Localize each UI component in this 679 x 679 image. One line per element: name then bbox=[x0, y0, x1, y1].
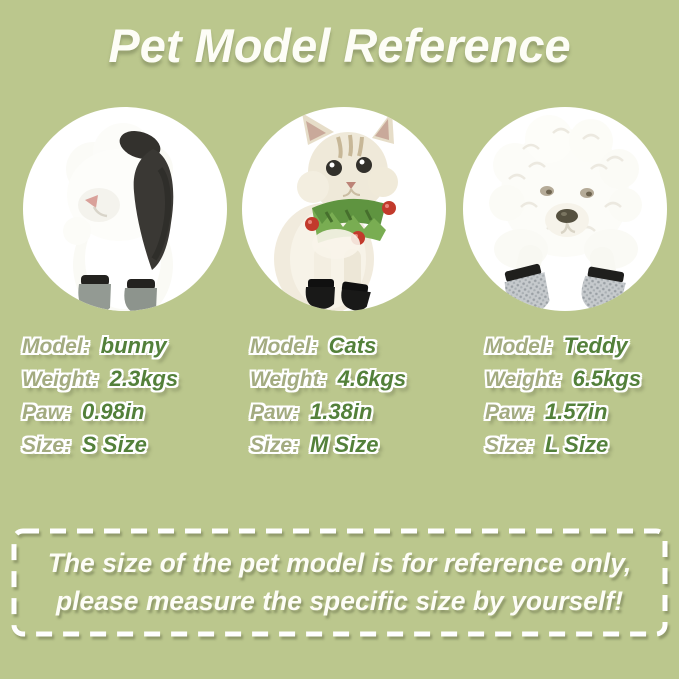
stat-label-model: Model: bbox=[485, 335, 553, 358]
model-photo-cat bbox=[242, 107, 446, 311]
note-line-2: please measure the specific size by your… bbox=[55, 585, 624, 616]
stat-value-paw: 1.57in bbox=[545, 399, 608, 424]
stat-value-size: M Size bbox=[310, 432, 379, 457]
stat-row-size: Size: L Size bbox=[485, 432, 641, 457]
cat-illustration bbox=[274, 111, 398, 311]
stat-row-paw: Paw: 1.38in bbox=[250, 399, 406, 424]
teddy-dog-illustration bbox=[489, 115, 642, 311]
stat-value-paw: 1.38in bbox=[310, 399, 373, 424]
dashed-border bbox=[11, 528, 668, 637]
cat-boots bbox=[305, 279, 371, 311]
stats-bunny: Model: bunny Weight: 2.3kgs Paw: 0.98in … bbox=[22, 333, 178, 465]
stat-row-size: Size: S Size bbox=[22, 432, 178, 457]
stat-row-paw: Paw: 1.57in bbox=[485, 399, 641, 424]
stat-row-paw: Paw: 0.98in bbox=[22, 399, 178, 424]
stat-value-model: bunny bbox=[100, 333, 167, 358]
stat-value-model: Cats bbox=[328, 333, 377, 358]
stat-value-weight: 6.5kgs bbox=[572, 366, 642, 391]
stat-value-model: Teddy bbox=[563, 333, 628, 358]
bunny-boots bbox=[78, 275, 157, 311]
stat-row-model: Model: Teddy bbox=[485, 333, 641, 358]
model-photo-teddy bbox=[463, 107, 667, 311]
stat-value-weight: 2.3kgs bbox=[109, 366, 179, 391]
model-photo-bunny bbox=[23, 107, 227, 311]
stats-cat: Model: Cats Weight: 4.6kgs Paw: 1.38in S… bbox=[250, 333, 406, 465]
stat-row-weight: Weight: 6.5kgs bbox=[485, 366, 642, 391]
stat-row-size: Size: M Size bbox=[250, 432, 406, 457]
stat-row-model: Model: bunny bbox=[22, 333, 178, 358]
page-title: Pet Model Reference bbox=[108, 19, 571, 72]
teddy-boots bbox=[504, 263, 626, 311]
stats-teddy: Model: Teddy Weight: 6.5kgs Paw: 1.57in … bbox=[485, 333, 641, 465]
stat-label-paw: Paw: bbox=[22, 401, 72, 424]
stat-value-size: L Size bbox=[545, 432, 609, 457]
stat-value-paw: 0.98in bbox=[82, 399, 145, 424]
stat-label-weight: Weight: bbox=[250, 368, 327, 391]
stat-row-weight: Weight: 4.6kgs bbox=[250, 366, 407, 391]
stat-label-size: Size: bbox=[485, 434, 535, 457]
note-line-1: The size of the pet model is for referen… bbox=[47, 547, 632, 578]
stat-value-weight: 4.6kgs bbox=[337, 366, 407, 391]
stat-label-weight: Weight: bbox=[22, 368, 99, 391]
stat-row-model: Model: Cats bbox=[250, 333, 406, 358]
stat-row-weight: Weight: 2.3kgs bbox=[22, 366, 179, 391]
stat-label-weight: Weight: bbox=[485, 368, 562, 391]
stat-value-size: S Size bbox=[82, 432, 147, 457]
stat-label-paw: Paw: bbox=[485, 401, 535, 424]
stat-label-paw: Paw: bbox=[250, 401, 300, 424]
reference-note-box: The size of the pet model is for referen… bbox=[11, 528, 668, 637]
stat-label-size: Size: bbox=[250, 434, 300, 457]
stat-label-model: Model: bbox=[250, 335, 318, 358]
bunny-illustration bbox=[63, 123, 174, 311]
stat-label-size: Size: bbox=[22, 434, 72, 457]
stat-label-model: Model: bbox=[22, 335, 90, 358]
